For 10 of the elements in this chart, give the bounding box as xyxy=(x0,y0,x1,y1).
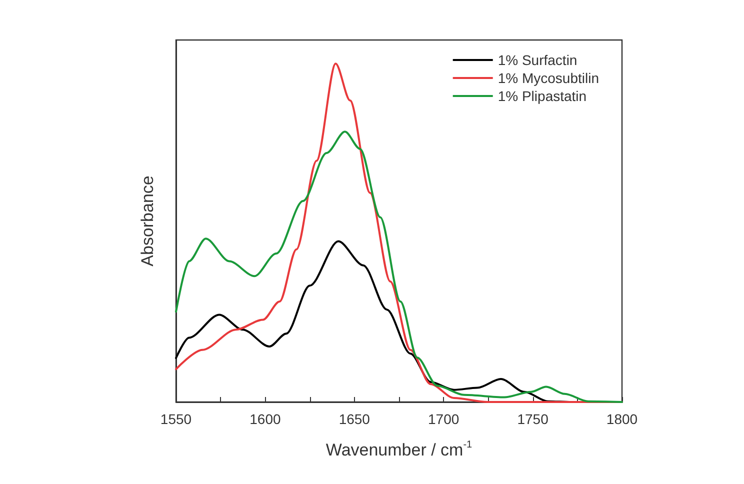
x-tick-label: 1800 xyxy=(606,411,638,427)
legend-label: 1% Plipastatin xyxy=(498,88,587,104)
x-tick-label: 1750 xyxy=(517,411,549,427)
x-tick-label: 1600 xyxy=(250,411,281,427)
y-axis-title: Absorbance xyxy=(138,176,157,266)
x-tick-label: 1700 xyxy=(428,411,460,427)
legend-label: 1% Surfactin xyxy=(498,52,578,68)
x-tick-label: 1550 xyxy=(160,411,192,427)
x-tick-label: 1650 xyxy=(338,411,370,427)
legend-label: 1% Mycosubtilin xyxy=(498,70,600,86)
